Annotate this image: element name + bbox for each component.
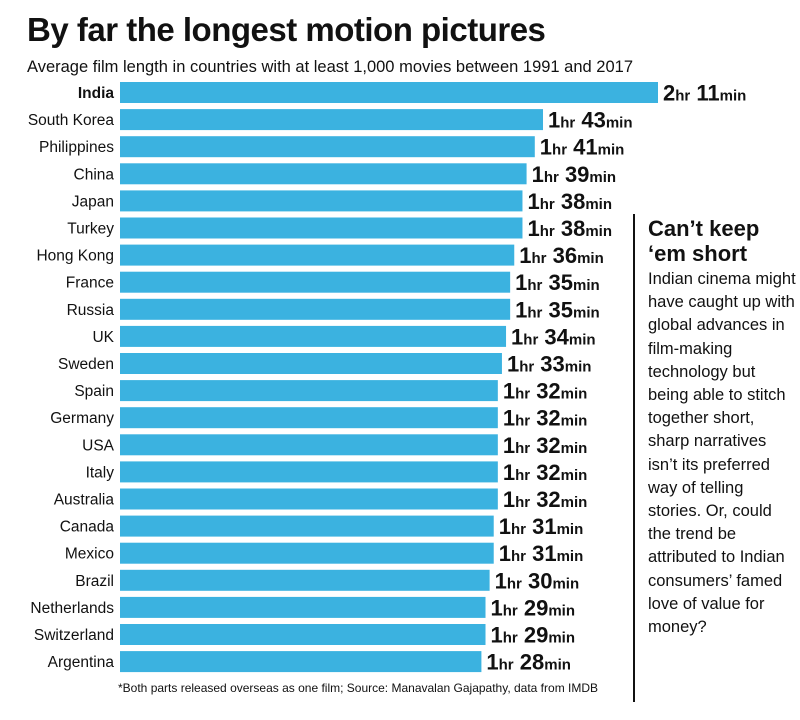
value-label: 1hr 32min — [503, 487, 588, 512]
value-label: 1hr 43min — [548, 108, 633, 133]
category-label: Switzerland — [34, 627, 114, 644]
category-label: Mexico — [65, 546, 114, 563]
sidebar-body: Indian cinema might have caught up with … — [648, 270, 796, 637]
category-label: USA — [82, 437, 115, 454]
value-label: 1hr 41min — [540, 135, 625, 160]
bar — [120, 163, 527, 185]
chart-subtitle: Average film length in countries with at… — [27, 58, 633, 76]
value-label: 1hr 29min — [491, 623, 576, 648]
category-label: South Korea — [28, 112, 115, 129]
bar — [120, 380, 498, 402]
bar — [120, 569, 490, 591]
category-label: Turkey — [67, 221, 114, 238]
value-label: 2hr 11min — [663, 81, 746, 106]
bar — [120, 407, 498, 429]
bar — [120, 325, 507, 347]
value-label: 1hr 32min — [503, 406, 588, 431]
sidebar-heading: Can’t keep ‘em short — [648, 216, 760, 266]
value-label: 1hr 36min — [519, 243, 604, 268]
bar — [120, 244, 515, 266]
category-label: Japan — [72, 193, 114, 210]
category-label: Brazil — [75, 573, 114, 590]
value-label: 1hr 35min — [515, 270, 600, 295]
value-label: 1hr 32min — [503, 379, 588, 404]
category-label: France — [66, 275, 114, 292]
category-label: Argentina — [48, 654, 115, 671]
category-label: UK — [92, 329, 114, 346]
category-label: Germany — [50, 410, 114, 427]
chart-title: By far the longest motion pictures — [27, 11, 546, 48]
category-label: India — [78, 85, 115, 102]
category-label: Canada — [60, 519, 115, 536]
bar — [120, 109, 544, 131]
value-label: 1hr 28min — [486, 650, 571, 675]
bar — [120, 353, 502, 374]
value-label: 1hr 38min — [527, 189, 612, 214]
bar — [120, 136, 535, 158]
bar — [120, 624, 486, 645]
category-label: Sweden — [58, 356, 114, 373]
category-label: Philippines — [39, 139, 114, 156]
bar — [120, 271, 511, 293]
value-label: 1hr 39min — [532, 162, 617, 187]
value-label: 1hr 38min — [527, 216, 612, 241]
category-label: Russia — [67, 302, 115, 319]
category-label: China — [74, 166, 115, 183]
category-label: Australia — [54, 492, 115, 509]
bar — [120, 434, 498, 456]
bar — [120, 651, 482, 673]
value-label: 1hr 32min — [503, 460, 588, 485]
bar — [120, 217, 523, 239]
bar — [120, 488, 498, 510]
value-label: 1hr 31min — [499, 541, 584, 566]
category-label: Hong Kong — [36, 248, 114, 265]
bar — [120, 515, 494, 537]
value-label: 1hr 30min — [495, 568, 580, 593]
value-label: 1hr 35min — [515, 297, 600, 322]
bar — [120, 596, 486, 618]
bar — [120, 461, 498, 483]
value-label: 1hr 33min — [507, 352, 592, 377]
value-label: 1hr 29min — [491, 595, 576, 620]
category-label: Netherlands — [30, 600, 114, 617]
bar — [120, 190, 523, 212]
value-label: 1hr 34min — [511, 324, 596, 349]
sidebar-divider — [633, 214, 635, 702]
category-label: Italy — [86, 464, 115, 481]
value-label: 1hr 31min — [499, 514, 584, 539]
value-label: 1hr 32min — [503, 433, 588, 458]
category-label: Spain — [74, 383, 114, 400]
bar — [120, 298, 511, 320]
bar — [120, 542, 494, 564]
bar — [120, 82, 658, 103]
footnote: *Both parts released overseas as one fil… — [118, 681, 599, 695]
